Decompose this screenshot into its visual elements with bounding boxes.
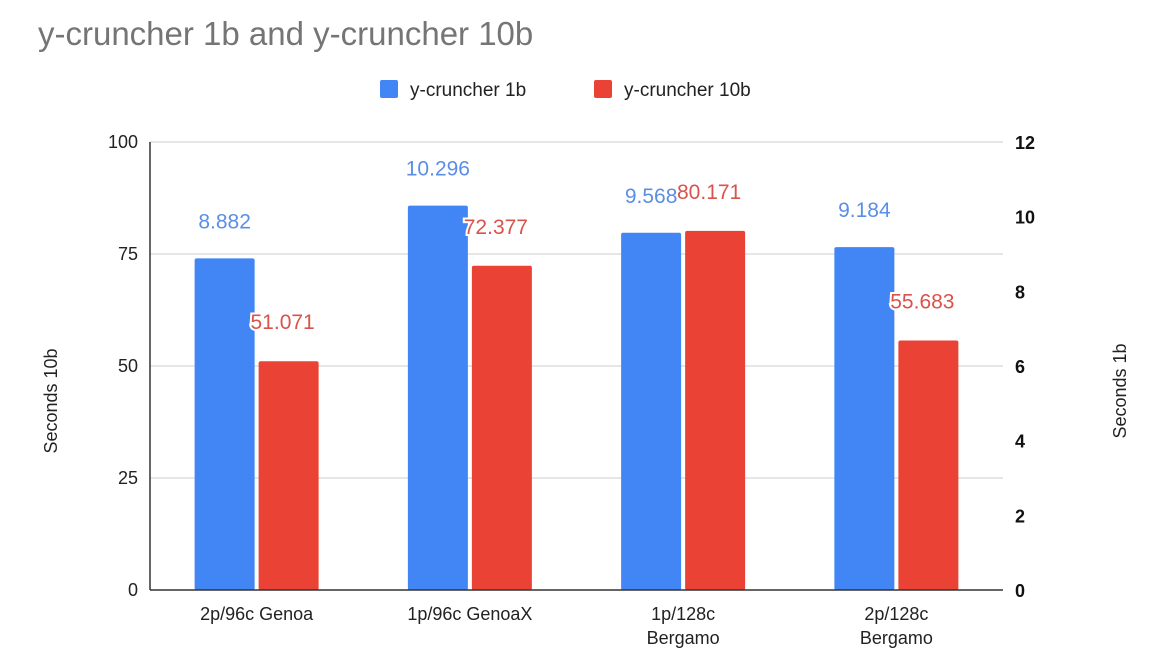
y-right-axis-title: Seconds 1b bbox=[1110, 343, 1130, 438]
data-label: 55.683 bbox=[890, 291, 954, 314]
y-left-tick-label: 100 bbox=[108, 132, 138, 152]
data-label: 72.377 bbox=[464, 216, 528, 239]
data-label: 9.568 bbox=[625, 185, 678, 208]
data-label: 80.171 bbox=[677, 181, 741, 204]
axes: 0 25 50 75 100 0 2 4 6 8 10 12 Seconds 10b Seconds 1b… bbox=[41, 132, 1130, 648]
x-category-label: 2p/96c Genoa bbox=[200, 604, 314, 624]
y-left-axis-title: Seconds 10b bbox=[41, 348, 61, 453]
bar-y-cruncher-10b bbox=[685, 230, 746, 590]
legend-label: y-cruncher 10b bbox=[624, 80, 751, 101]
legend-label: y-cruncher 1b bbox=[410, 80, 526, 101]
bar-y-cruncher-10b bbox=[258, 361, 319, 590]
legend-swatch bbox=[594, 80, 612, 98]
x-category-label: 1p/96c GenoaX bbox=[407, 604, 532, 624]
bar-y-cruncher-1b bbox=[194, 258, 255, 590]
data-labels: 8.882 10.296 9.568 9.184 51.071 72.377 80.171 5… bbox=[196, 156, 956, 337]
bar-y-cruncher-10b bbox=[898, 340, 959, 590]
y-right-tick-label: 10 bbox=[1015, 208, 1035, 228]
y-left-tick-label: 75 bbox=[118, 244, 138, 264]
y-right-tick-label: 0 bbox=[1015, 581, 1025, 601]
y-left-tick-label: 50 bbox=[118, 356, 138, 376]
y-left-tick-label: 0 bbox=[128, 580, 138, 600]
bar-y-cruncher-1b bbox=[621, 232, 682, 590]
x-category-label: 1p/128c bbox=[651, 604, 715, 624]
x-category-label: Bergamo bbox=[647, 628, 720, 648]
x-category-label: Bergamo bbox=[860, 628, 933, 648]
bar-y-cruncher-1b bbox=[407, 205, 468, 590]
y-left-tick-label: 25 bbox=[118, 468, 138, 488]
legend: y-cruncher 1b y-cruncher 10b bbox=[380, 80, 751, 101]
y-right-tick-label: 2 bbox=[1015, 506, 1025, 526]
data-label: 10.296 bbox=[406, 158, 470, 181]
y-right-tick-label: 12 bbox=[1015, 133, 1035, 153]
y-right-tick-label: 4 bbox=[1015, 432, 1025, 452]
y-right-tick-label: 6 bbox=[1015, 357, 1025, 377]
y-right-tick-label: 8 bbox=[1015, 282, 1025, 302]
x-category-label: 2p/128c bbox=[864, 604, 928, 624]
legend-swatch bbox=[380, 80, 398, 98]
data-label: 51.071 bbox=[251, 311, 315, 334]
bars bbox=[194, 205, 959, 590]
bar-y-cruncher-10b bbox=[471, 265, 532, 590]
data-label: 9.184 bbox=[838, 199, 891, 222]
chart-title: y-cruncher 1b and y-cruncher 10b bbox=[38, 15, 533, 52]
data-label: 8.882 bbox=[198, 210, 251, 233]
bar-y-cruncher-1b bbox=[834, 247, 895, 590]
